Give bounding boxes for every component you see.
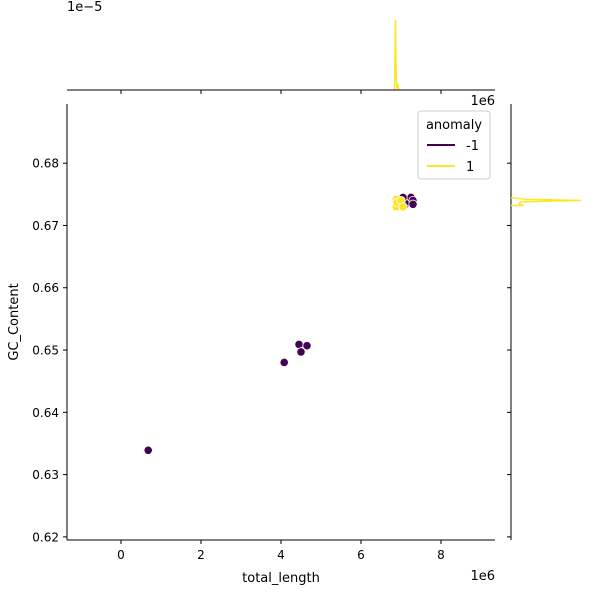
y-tick-label: 0.68 <box>32 157 59 171</box>
y-tick-label: 0.62 <box>32 530 59 544</box>
x-tick-label: 0 <box>117 548 125 562</box>
x-tick-label: 6 <box>357 548 365 562</box>
legend: anomaly -1 1 <box>417 110 491 180</box>
scatter-point <box>294 339 304 350</box>
right-marginal-axis: 1e6 <box>470 94 582 540</box>
x-tick-label: 8 <box>437 548 445 562</box>
legend-title: anomaly <box>426 118 482 133</box>
right-marginal-density <box>511 197 582 207</box>
legend-entry-label: -1 <box>466 139 479 154</box>
scatter-point <box>279 357 289 368</box>
y-tick-label: 0.67 <box>32 219 59 233</box>
right-marginal-scale-label: 1e6 <box>470 94 495 109</box>
scatter-point <box>408 199 418 209</box>
x-axis-label: total_length <box>242 571 320 586</box>
y-tick-label: 0.64 <box>32 406 59 420</box>
scatter-point <box>302 341 312 351</box>
legend-entry-label: 1 <box>466 160 474 175</box>
x-scale-label: 1e6 <box>470 569 495 584</box>
y-axis-label: GC_Content <box>7 283 22 360</box>
top-marginal-density <box>393 19 400 90</box>
y-tick-label: 0.66 <box>32 281 59 295</box>
scatter-point <box>398 202 408 212</box>
y-tick-label: 0.65 <box>32 344 59 358</box>
scatter-point <box>143 445 153 455</box>
scatter-point <box>296 347 306 357</box>
top-marginal-axis: 1e−5 <box>67 0 495 94</box>
x-tick-label: 2 <box>197 548 205 562</box>
x-tick-label: 4 <box>277 548 285 562</box>
y-tick-label: 0.63 <box>32 468 59 482</box>
main-axes: 0 2 4 6 8 0.62 0.63 0.64 0.65 0.66 0.67 0.68 total… <box>7 104 495 586</box>
top-marginal-scale-label: 1e−5 <box>67 0 102 15</box>
